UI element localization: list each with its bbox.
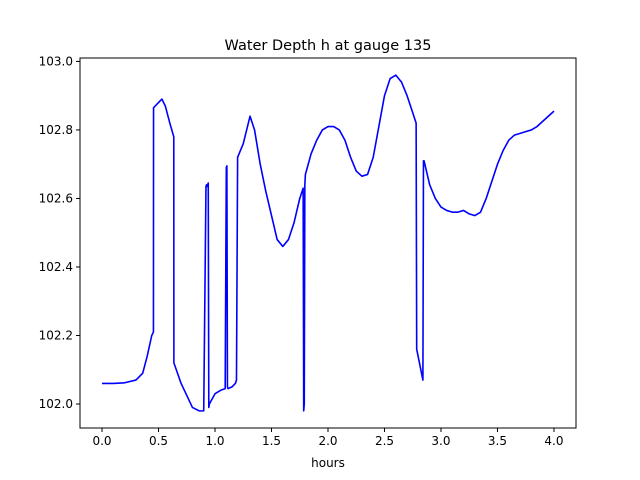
- x-tick-label: 3.5: [488, 434, 507, 448]
- y-tick-label: 102.2: [39, 329, 73, 343]
- x-tick-label: 0.5: [149, 434, 168, 448]
- x-tick-label: 4.0: [544, 434, 563, 448]
- chart-title: Water Depth h at gauge 135: [225, 38, 432, 54]
- y-tick-label: 102.0: [39, 397, 73, 411]
- x-tick-label: 2.5: [375, 434, 394, 448]
- y-tick-label: 102.6: [39, 191, 73, 205]
- series-line-0: [102, 74, 555, 412]
- y-tick-label: 103.0: [39, 54, 73, 68]
- y-axis: 102.0 102.2 102.4 102.6 102.8 103.0: [39, 54, 80, 411]
- x-tick-label: 2.0: [318, 434, 337, 448]
- x-axis: 0.0 0.5 1.0 1.5 2.0 2.5 3.0 3.5 4.0: [92, 428, 564, 448]
- y-tick-label: 102.8: [39, 123, 73, 137]
- plot-series: [102, 74, 555, 412]
- x-tick-label: 1.0: [205, 434, 224, 448]
- x-axis-label: hours: [311, 456, 345, 470]
- y-tick-label: 102.4: [39, 260, 73, 274]
- x-tick-label: 3.0: [431, 434, 450, 448]
- x-tick-label: 1.5: [262, 434, 281, 448]
- x-tick-label: 0.0: [92, 434, 111, 448]
